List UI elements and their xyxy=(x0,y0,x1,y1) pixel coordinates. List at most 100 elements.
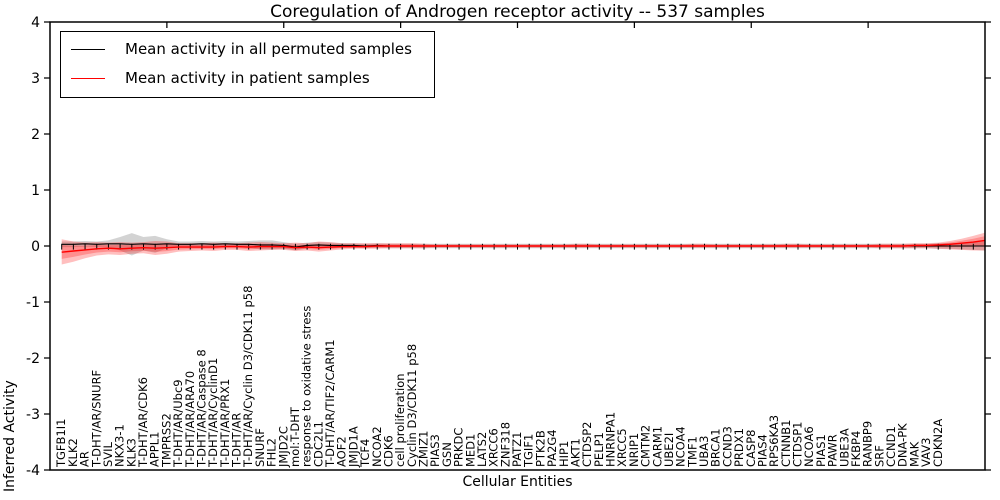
category-label: UBE3A xyxy=(837,428,851,467)
category-label: CTDSP1 xyxy=(791,422,805,467)
y-tick-label: -1 xyxy=(26,295,40,311)
category-label: CCND1 xyxy=(884,426,898,467)
category-label: NKX3-1 xyxy=(113,424,127,467)
category-label: T-DHT/AR/CyclinD1 xyxy=(206,358,220,468)
legend: Mean activity in all permuted samples Me… xyxy=(60,31,435,98)
legend-line-sample-patient xyxy=(71,77,105,79)
category-label: XRCC5 xyxy=(615,428,629,467)
category-label: JMJD2C xyxy=(276,426,290,468)
category-label: LATS2 xyxy=(475,432,489,467)
category-label: NCOA6 xyxy=(802,426,816,467)
category-label: SNURF xyxy=(253,428,267,467)
category-label: TCF4 xyxy=(358,439,372,468)
category-label: HIP1 xyxy=(557,441,571,467)
category-label: TMF1 xyxy=(685,436,699,468)
category-label: T-DHT/AR/Cyclin D3/CDK11 p58 xyxy=(241,286,255,468)
category-label: PRKDC xyxy=(452,428,466,467)
category-label: PIAS3 xyxy=(428,434,442,467)
category-label: T-DHT/AR/Ubc9 xyxy=(171,379,185,468)
category-label: T-DHT/AR/PRX1 xyxy=(218,379,232,468)
category-label: SRF xyxy=(872,445,886,467)
category-label: RANBP9 xyxy=(861,421,875,467)
y-tick-label: -2 xyxy=(26,351,40,367)
legend-label-patient: Mean activity in patient samples xyxy=(125,69,370,87)
permuted-band xyxy=(61,233,985,256)
category-label: TGIF1 xyxy=(522,434,536,468)
category-label: CTNNB1 xyxy=(779,420,793,467)
category-label: XRCC6 xyxy=(487,428,501,467)
category-label: Cyclin D3/CDK11 p58 xyxy=(405,344,419,467)
category-label: SVIL xyxy=(101,441,115,467)
category-label: PAWR xyxy=(826,434,840,467)
category-label: UBE2I xyxy=(662,433,676,467)
category-label: JMJD1A xyxy=(346,426,360,468)
category-label: cell proliferation xyxy=(393,373,407,467)
category-label: T-DHT/AR/SNURF xyxy=(89,370,103,468)
category-label: VAV3 xyxy=(919,438,933,467)
category-label: NCOA4 xyxy=(674,426,688,467)
category-label: TMPRSS2 xyxy=(159,413,173,468)
category-label: NRIP1 xyxy=(627,433,641,467)
category-label: T-DHT/AR xyxy=(230,413,244,468)
category-label: TGFB1I1 xyxy=(54,419,68,468)
category-label: MAK xyxy=(907,441,921,467)
category-label: APPL1 xyxy=(148,432,162,467)
legend-label-permuted: Mean activity in all permuted samples xyxy=(125,40,412,58)
category-label: KLK3 xyxy=(124,438,138,467)
category-label: GSN xyxy=(440,442,454,467)
category-label: CMTM2 xyxy=(639,425,653,467)
legend-line-sample-permuted xyxy=(71,48,105,50)
category-label: ZNF318 xyxy=(498,422,512,467)
category-label: HNRNPA1 xyxy=(604,412,618,467)
category-label: DNA-PK xyxy=(896,423,910,467)
category-label: CARM1 xyxy=(650,426,664,467)
category-label: CCND3 xyxy=(720,426,734,467)
legend-entry-permuted: Mean activity in all permuted samples xyxy=(71,40,412,58)
category-label: KLK2 xyxy=(66,438,80,467)
category-label: NCOA2 xyxy=(370,426,384,467)
patient-band xyxy=(61,232,985,265)
category-label: PATZ1 xyxy=(510,432,524,467)
y-tick-label: 1 xyxy=(31,183,40,199)
chart-title: Coregulation of Androgen receptor activi… xyxy=(270,2,765,22)
category-label: CDKN2A xyxy=(931,419,945,467)
category-label: RPS6KA3 xyxy=(767,415,781,467)
x-major-ticks xyxy=(166,22,869,28)
category-label: BRCA1 xyxy=(709,428,723,467)
category-label: CASP8 xyxy=(744,430,758,467)
y-tick-label: 0 xyxy=(31,239,40,255)
category-label: AKT1 xyxy=(568,438,582,467)
category-label: T-DHT/AR/ARA70 xyxy=(183,371,197,468)
y-tick-label: -3 xyxy=(26,407,40,423)
category-label: PIAS1 xyxy=(814,434,828,467)
category-label: MED1 xyxy=(463,434,477,467)
category-label: AOF2 xyxy=(335,436,349,467)
category-label: PIAS4 xyxy=(755,434,769,467)
category-label: CTDSP2 xyxy=(580,422,594,467)
category-label: PA2G4 xyxy=(545,429,559,467)
category-label: mol:T-DHT xyxy=(288,406,302,467)
y-tick-label: 3 xyxy=(31,71,40,87)
legend-entry-patient: Mean activity in patient samples xyxy=(71,69,412,87)
category-label: T-DHT/AR/TIF2/CARM1 xyxy=(323,339,337,468)
y-tick-label: 2 xyxy=(31,127,40,143)
patient-mean-line xyxy=(61,239,986,253)
y-tick-label: -4 xyxy=(26,463,40,479)
x-axis-label: Cellular Entities xyxy=(462,474,573,490)
category-label: CDC2L1 xyxy=(311,421,325,467)
category-label: response to oxidative stress xyxy=(300,306,314,467)
category-label: PTK2B xyxy=(533,430,547,467)
category-label: PELP1 xyxy=(592,432,606,467)
category-labels: TGFB1I1KLK2ART-DHT/AR/SNURFSVILNKX3-1KLK… xyxy=(54,286,945,468)
category-label: FHL2 xyxy=(265,438,279,467)
category-label: ZMIZ1 xyxy=(417,431,431,467)
y-axis-label: Inferred Activity xyxy=(2,380,18,492)
category-label: T-DHT/AR/CDK6 xyxy=(136,377,150,468)
y-ticks xyxy=(44,21,991,471)
category-label: AR xyxy=(78,451,92,467)
y-tick-label: 4 xyxy=(31,15,40,31)
category-label: FKBP4 xyxy=(849,431,863,467)
category-label: UBA3 xyxy=(697,436,711,468)
